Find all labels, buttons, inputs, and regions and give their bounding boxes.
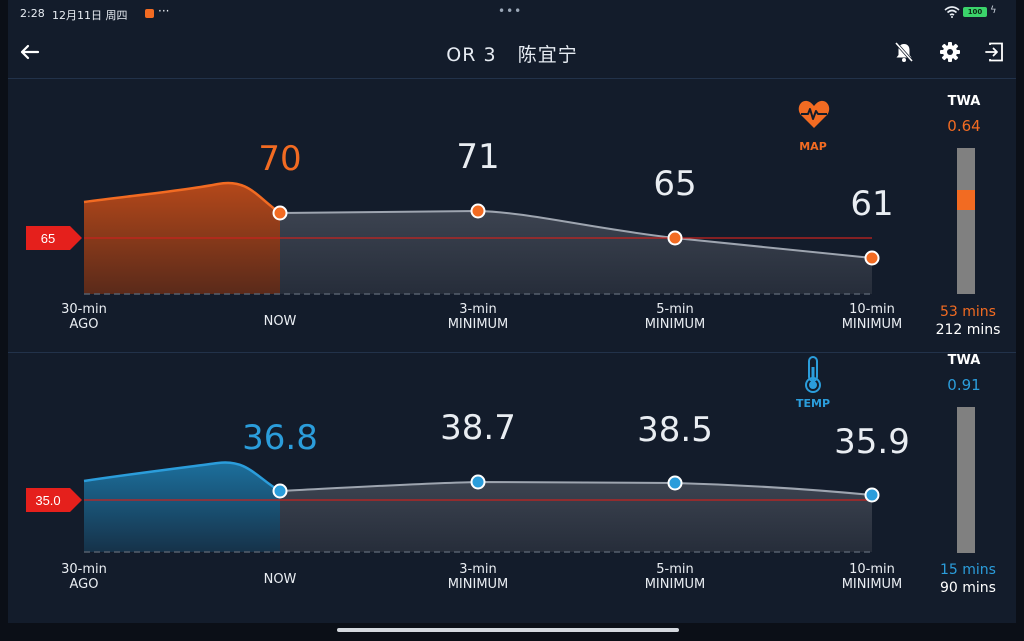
status-more: ··· [158, 4, 170, 18]
status-date: 12月11日 周四 [52, 9, 128, 22]
charging-icon: ϟ [990, 5, 997, 16]
temp-twa-label: TWA [947, 353, 981, 368]
temp-twa-mins-total: 90 mins [940, 580, 996, 596]
map-twa: TWA 0.64 [932, 94, 996, 135]
app-screen: 2:28 12月11日 周四 ··· ••• 100 ϟ OR 3 陈宜宁 [8, 0, 1016, 623]
status-time: 2:28 [20, 7, 45, 20]
map-chart: 65 70 71 65 61 MAP [26, 100, 894, 295]
status-bar: 2:28 12月11日 周四 ··· ••• 100 ϟ [8, 0, 1016, 26]
temp-forecast-area [280, 482, 872, 552]
map-value-5min: 65 [653, 164, 696, 204]
temp-chart: 35.0 36.8 38.7 38.5 35.9 TEMP [26, 356, 910, 553]
temp-history-line [83, 461, 281, 493]
map-xlabel-3min: 3-min MINIMUM [447, 302, 509, 332]
map-twa-fill [957, 190, 975, 210]
temp-value-3min: 38.7 [440, 408, 516, 448]
temp-xlabel-10min: 10-min MINIMUM [841, 562, 903, 592]
map-panel-label: MAP [799, 140, 827, 153]
temp-threshold-value: 35.0 [35, 493, 60, 508]
map-xlabel-now: NOW [263, 314, 297, 329]
map-threshold-value: 65 [41, 231, 55, 246]
map-history-line [83, 181, 281, 215]
temp-point-5min [667, 475, 683, 491]
temp-point-now [272, 483, 288, 499]
heart-pulse-icon [798, 100, 830, 128]
map-point-10min [864, 250, 880, 266]
temp-value-10min: 35.9 [834, 422, 910, 462]
map-twa-label: TWA [947, 94, 981, 109]
map-xlabel-ago: 30-min AGO [61, 302, 107, 332]
temp-xlabel-5min: 5-min MINIMUM [644, 562, 706, 592]
map-value-10min: 61 [850, 184, 893, 224]
map-xlabel-5min: 5-min MINIMUM [644, 302, 706, 332]
temp-xlabel-now: NOW [263, 572, 297, 587]
thermometer-icon [805, 356, 821, 393]
back-arrow-icon[interactable] [14, 37, 44, 67]
temp-history-area [84, 462, 280, 552]
temp-point-3min [470, 474, 486, 490]
battery-icon: 100 [963, 7, 987, 17]
temp-xlabel-3min: 3-min MINIMUM [447, 562, 509, 592]
map-twa-value: 0.64 [947, 117, 981, 135]
bell-muted-icon[interactable] [890, 38, 918, 66]
temp-panel-label: TEMP [796, 397, 830, 410]
temp-threshold-tag: 35.0 [26, 488, 82, 512]
notification-icon [145, 9, 154, 18]
temp-panel: 35.0 36.8 38.7 38.5 35.9 TEMP 30-min AGO [8, 352, 1016, 623]
temp-value-5min: 38.5 [637, 410, 713, 450]
wifi-icon [944, 6, 960, 18]
exit-icon[interactable] [981, 38, 1009, 66]
map-twa-mins-total: 212 mins [935, 322, 1001, 338]
map-forecast-line [279, 209, 873, 259]
page-title: OR 3 陈宜宁 [446, 44, 578, 66]
window-handle-icon[interactable]: ••• [498, 4, 523, 18]
map-point-now [272, 205, 288, 221]
map-xlabel-10min: 10-min MINIMUM [841, 302, 903, 332]
home-indicator[interactable] [337, 628, 679, 632]
map-value-now: 70 [258, 139, 301, 179]
map-threshold-tag: 65 [26, 226, 82, 250]
temp-twa-mins-accent: 15 mins [940, 562, 996, 578]
temp-twa-bar [957, 407, 975, 553]
map-value-3min: 71 [456, 137, 499, 177]
map-point-5min [667, 230, 683, 246]
temp-twa-value: 0.91 [947, 376, 981, 394]
app-header: OR 3 陈宜宁 [8, 26, 1016, 79]
temp-twa: TWA 0.91 [932, 353, 996, 394]
temp-forecast-line [279, 480, 873, 496]
map-twa-bar [957, 148, 975, 294]
gear-icon[interactable] [936, 38, 964, 66]
map-panel: 65 70 71 65 61 MAP 30-min AGO NOW 3-min … [8, 80, 1016, 350]
temp-value-now: 36.8 [242, 418, 318, 458]
temp-xlabel-ago: 30-min AGO [61, 562, 107, 592]
map-point-3min [470, 203, 486, 219]
temp-point-10min [864, 487, 880, 503]
map-twa-mins-accent: 53 mins [940, 304, 996, 320]
map-forecast-area [280, 211, 872, 294]
